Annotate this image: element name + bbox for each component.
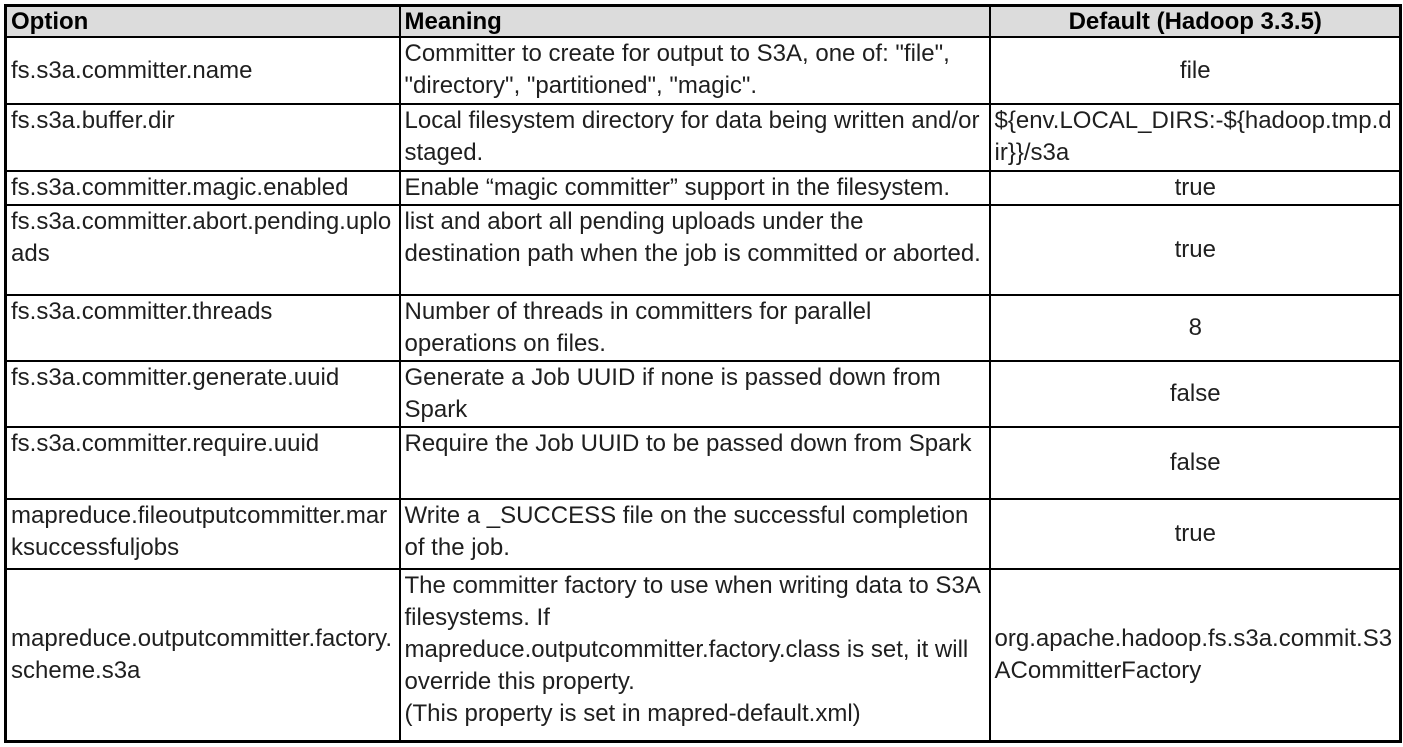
default-cell: ${env.LOCAL_DIRS:-${hadoop.tmp.dir}}/s3a [988,103,1402,172]
table-row: mapreduce.fileoutputcommitter.marksucces… [4,498,1402,570]
default-cell: true [988,204,1402,296]
table-body: fs.s3a.committer.name Committer to create… [4,36,1402,742]
table-row: fs.s3a.committer.abort.pending.uploads li… [4,204,1402,296]
config-options-table: Option Meaning Default (Hadoop 3.3.5) fs… [4,4,1402,743]
option-cell: fs.s3a.committer.abort.pending.uploads [4,204,401,296]
table-row: fs.s3a.buffer.dir Local filesystem direct… [4,103,1402,172]
meaning-cell: The committer factory to use when writin… [398,568,991,742]
meaning-cell: Write a _SUCCESS file on the successful … [398,498,991,570]
column-header-meaning: Meaning [398,4,991,38]
option-cell: mapreduce.fileoutputcommitter.marksucces… [4,498,401,570]
table-row: fs.s3a.committer.generate.uuid Generate a… [4,360,1402,428]
table-row: fs.s3a.committer.threads Number of thread… [4,294,1402,362]
header-row: Option Meaning Default (Hadoop 3.3.5) [4,4,1402,38]
meaning-cell: Committer to create for output to S3A, o… [398,36,991,105]
column-header-default: Default (Hadoop 3.3.5) [988,4,1402,38]
meaning-cell: Enable “magic committer” support in the … [398,170,991,206]
meaning-cell: Require the Job UUID to be passed down f… [398,426,991,500]
default-cell: false [988,426,1402,500]
table-row: mapreduce.outputcommitter.factory.scheme… [4,568,1402,742]
option-cell: fs.s3a.committer.magic.enabled [4,170,401,206]
option-cell: fs.s3a.buffer.dir [4,103,401,172]
meaning-cell: list and abort all pending uploads under… [398,204,991,296]
table-row: fs.s3a.committer.require.uuid Require the… [4,426,1402,500]
option-cell: fs.s3a.committer.name [4,36,401,105]
default-cell: true [988,498,1402,570]
default-cell: false [988,360,1402,428]
default-cell: file [988,36,1402,105]
meaning-cell: Generate a Job UUID if none is passed do… [398,360,991,428]
table-row: fs.s3a.committer.name Committer to create… [4,36,1402,105]
meaning-cell: Local filesystem directory for data bein… [398,103,991,172]
table-row: fs.s3a.committer.magic.enabled Enable “ma… [4,170,1402,206]
default-cell: org.apache.hadoop.fs.s3a.commit.S3ACommi… [988,568,1402,742]
column-header-option: Option [4,4,401,38]
meaning-cell: Number of threads in committers for para… [398,294,991,362]
option-cell: fs.s3a.committer.require.uuid [4,426,401,500]
default-cell: 8 [988,294,1402,362]
default-cell: true [988,170,1402,206]
option-cell: fs.s3a.committer.generate.uuid [4,360,401,428]
option-cell: mapreduce.outputcommitter.factory.scheme… [4,568,401,742]
option-cell: fs.s3a.committer.threads [4,294,401,362]
